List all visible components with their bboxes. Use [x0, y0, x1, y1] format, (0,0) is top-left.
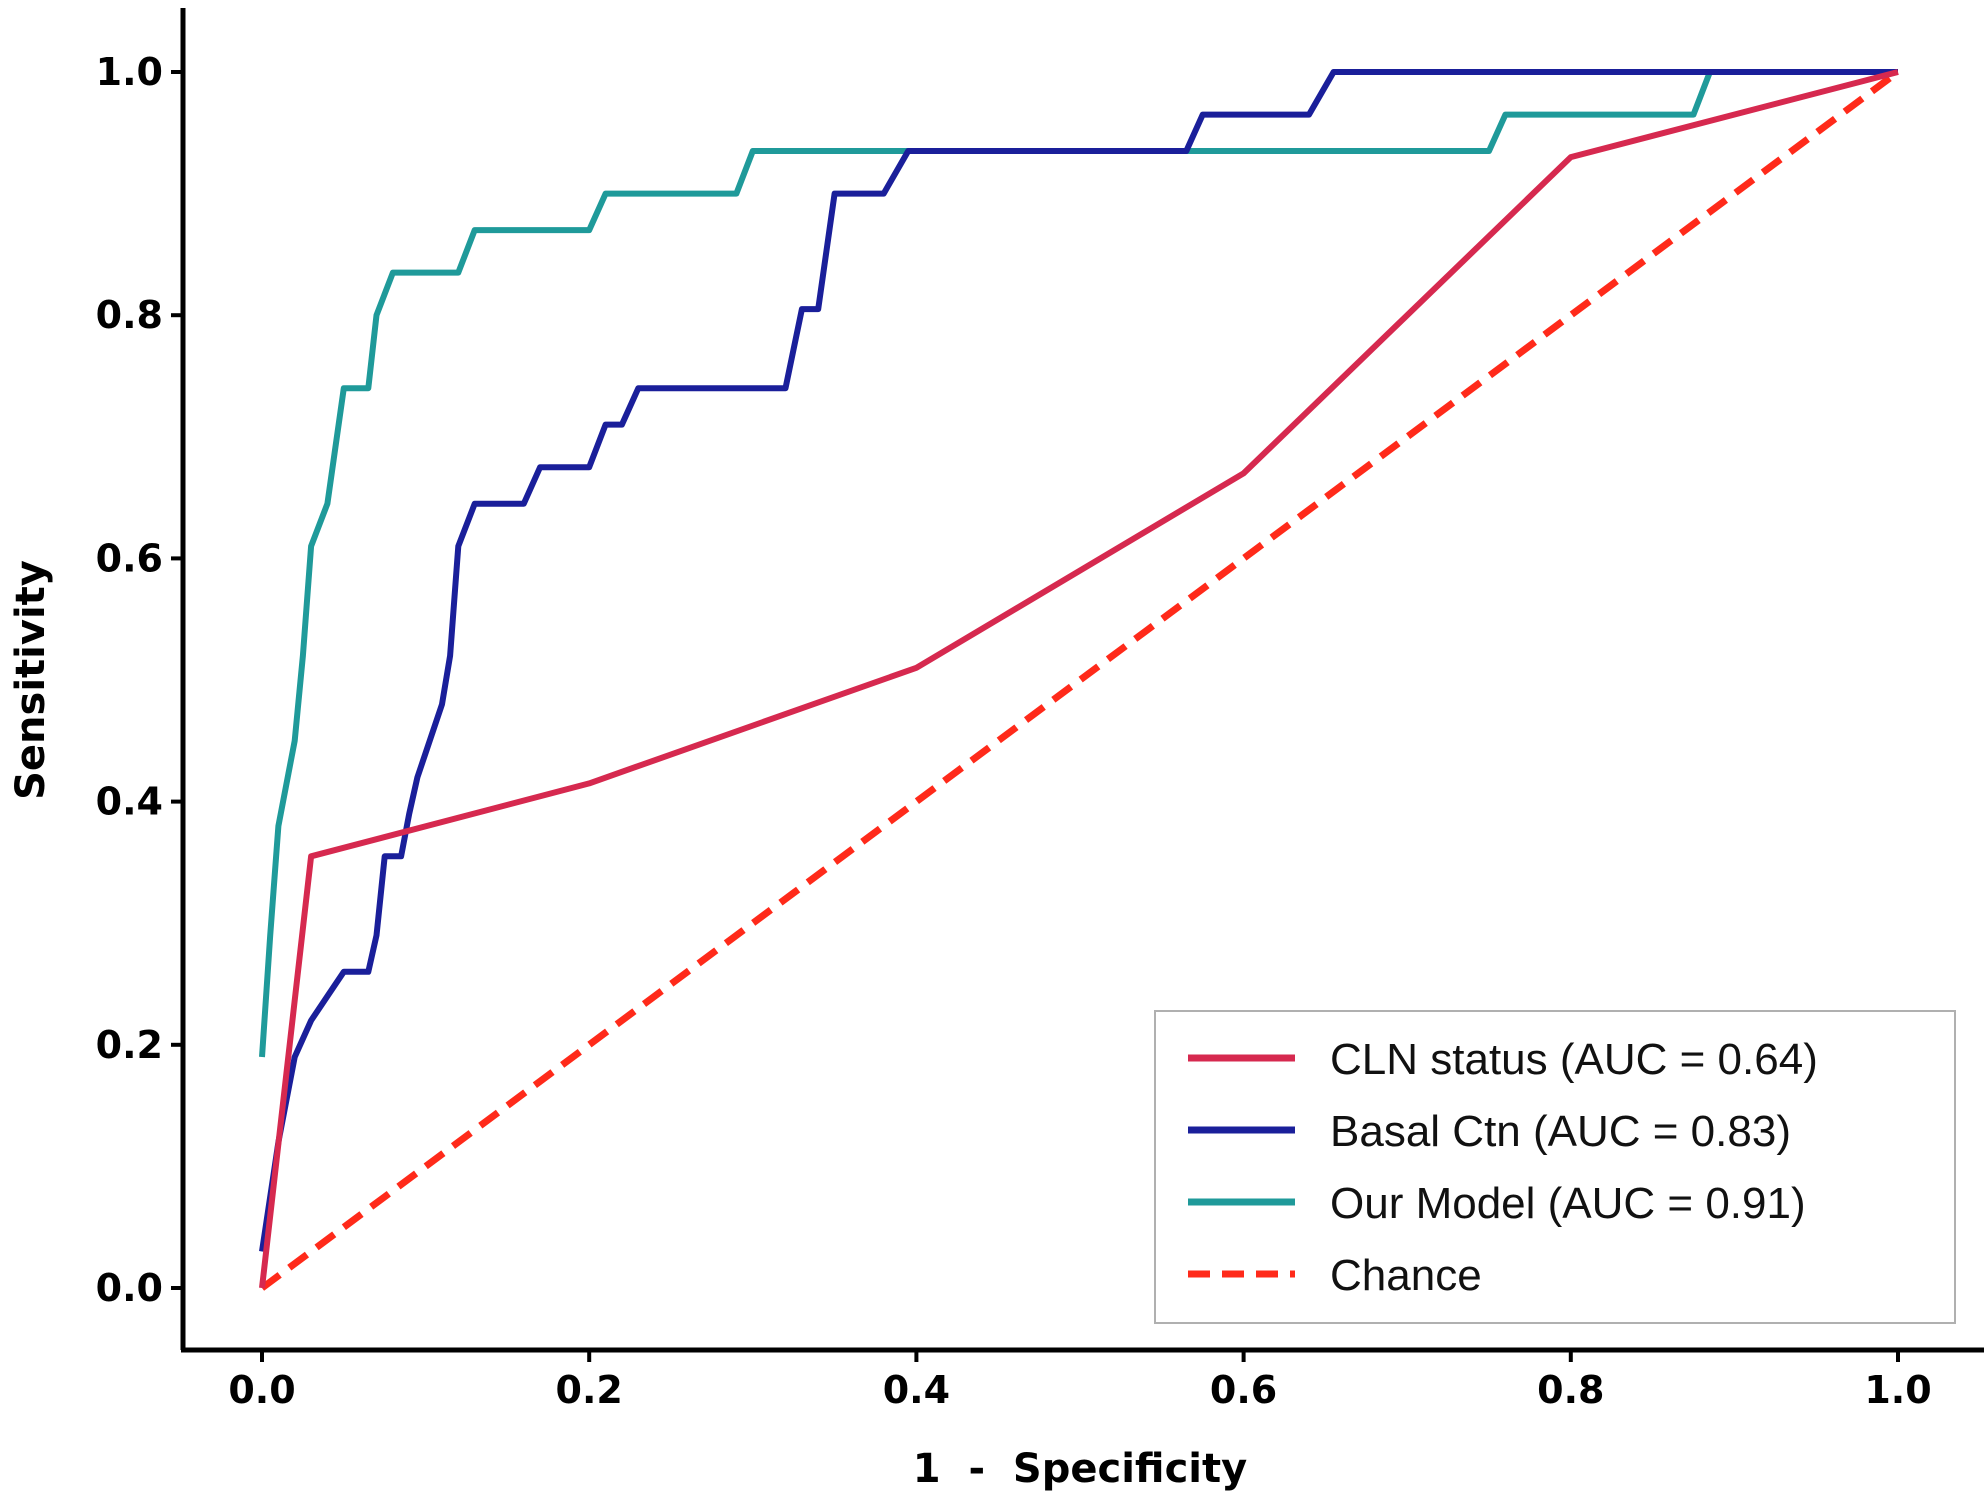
series-layer — [259, 69, 1901, 1291]
y-tick-label: 1.0 — [96, 50, 163, 94]
legend-label: Chance — [1330, 1251, 1482, 1300]
x-axis-title: 1 - Specificity — [913, 1446, 1247, 1492]
y-tick-label: 0.6 — [96, 536, 163, 580]
legend-label: CLN status (AUC = 0.64) — [1330, 1035, 1818, 1084]
x-tick-label: 0.6 — [1210, 1368, 1277, 1412]
x-tick-label: 0.8 — [1537, 1368, 1604, 1412]
legend-box — [1154, 1010, 1956, 1324]
series-line-2 — [259, 69, 1898, 1058]
legend: CLN status (AUC = 0.64) Basal Ctn (AUC = … — [1154, 1010, 1956, 1324]
y-tick-label: 0.4 — [96, 780, 163, 824]
y-tick-label: 0.8 — [96, 293, 163, 337]
x-tick-label: 0.4 — [883, 1368, 950, 1412]
axes-layer — [180, 8, 1984, 1353]
legend-label: Basal Ctn (AUC = 0.83) — [1330, 1107, 1791, 1156]
legend-label: Our Model (AUC = 0.91) — [1330, 1179, 1806, 1228]
series-line-0 — [259, 69, 1899, 1289]
y-tick-label: 0.2 — [96, 1023, 163, 1067]
x-tick-label: 0.0 — [228, 1368, 295, 1412]
x-tick-label: 1.0 — [1864, 1368, 1931, 1412]
x-tick-label: 0.2 — [556, 1368, 623, 1412]
legend-entries: CLN status (AUC = 0.64) Basal Ctn (AUC = … — [1188, 1035, 1818, 1300]
y-tick-label: 0.0 — [96, 1266, 163, 1310]
series-line-1 — [259, 69, 1898, 1252]
y-axis-title: Sensitivity — [8, 560, 54, 800]
ticks-layer: 0.0 0.2 0.4 0.6 0.8 1.0 0.0 0.2 0.4 0.6 0.8 1.0 — [96, 50, 1932, 1412]
